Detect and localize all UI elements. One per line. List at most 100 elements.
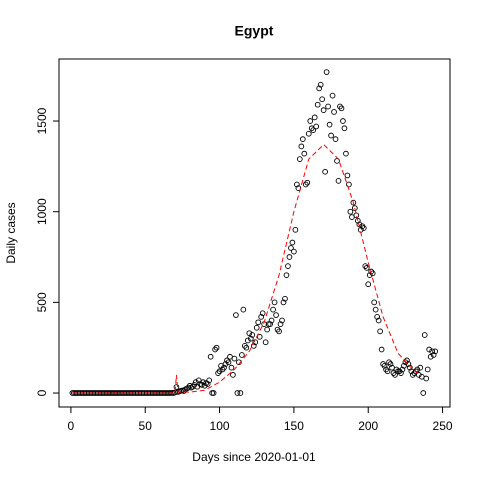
data-point: [420, 390, 427, 396]
data-point: [334, 158, 340, 164]
data-point: [344, 172, 351, 179]
data-point: [405, 361, 412, 367]
data-point: [247, 335, 254, 342]
data-point: [343, 150, 349, 157]
data-point: [432, 348, 438, 355]
data-point: [244, 337, 251, 344]
data-point: [375, 317, 382, 324]
data-point: [426, 346, 433, 353]
data-point: [282, 295, 288, 302]
data-point: [319, 96, 325, 103]
data-point: [407, 364, 413, 371]
data-point: [207, 353, 214, 360]
data-point: [240, 306, 247, 313]
data-point: [353, 212, 360, 219]
y-tick-label: 1500: [35, 107, 49, 134]
data-point: [243, 344, 250, 351]
data-point: [191, 382, 198, 388]
data-point: [421, 332, 428, 338]
data-point: [299, 136, 306, 143]
data-point: [363, 265, 370, 271]
data-point: [225, 359, 232, 366]
data-point: [423, 375, 430, 382]
data-point: [392, 372, 398, 378]
data-point: [252, 339, 259, 346]
data-point: [301, 150, 308, 157]
data-point: [289, 239, 296, 246]
data-point: [322, 168, 328, 175]
data-point: [326, 121, 333, 128]
chart-title: Egypt: [235, 23, 274, 39]
data-point: [249, 332, 256, 338]
data-point: [424, 366, 431, 373]
data-point: [360, 225, 367, 231]
data-point: [366, 272, 373, 279]
data-point: [259, 310, 266, 317]
data-point: [311, 114, 318, 121]
data-point: [239, 352, 245, 358]
data-point: [338, 105, 345, 112]
data-point: [258, 314, 265, 320]
data-point: [291, 248, 297, 255]
x-tick-label: 250: [433, 419, 453, 433]
data-point: [427, 353, 434, 360]
data-point: [213, 344, 220, 351]
data-point: [340, 118, 346, 124]
data-point: [276, 328, 282, 335]
data-point: [233, 312, 239, 318]
data-point: [298, 143, 305, 150]
data-point: [285, 263, 291, 269]
data-point: [323, 69, 330, 75]
data-point: [350, 199, 357, 206]
data-point: [286, 254, 293, 260]
data-point: [262, 339, 269, 346]
data-point: [310, 127, 317, 133]
y-tick-label: 500: [35, 292, 49, 312]
data-point: [237, 390, 244, 396]
data-point: [216, 368, 223, 375]
data-point: [384, 368, 391, 375]
data-point: [414, 366, 421, 373]
data-point: [296, 156, 303, 162]
y-axis-label: Daily cases: [4, 202, 18, 263]
data-point: [372, 306, 379, 313]
data-point: [332, 136, 339, 143]
y-tick-label: 1000: [35, 198, 49, 225]
data-point: [371, 299, 378, 306]
data-point: [267, 321, 273, 327]
data-point: [307, 118, 314, 124]
data-point: [210, 390, 217, 396]
data-point: [256, 333, 263, 340]
data-point: [320, 107, 327, 113]
data-point: [264, 326, 270, 333]
data-point: [294, 181, 300, 188]
data-point: [346, 181, 352, 188]
data-point: [268, 317, 275, 324]
data-point: [271, 299, 278, 306]
data-point: [273, 312, 279, 318]
data-point: [253, 324, 260, 331]
data-point: [201, 382, 208, 389]
data-point: [415, 372, 422, 378]
data-point: [305, 130, 312, 137]
x-tick-label: 100: [210, 419, 230, 433]
data-point: [292, 226, 299, 233]
data-point: [279, 317, 285, 324]
x-tick-label: 50: [139, 419, 153, 433]
data-point: [399, 366, 406, 373]
data-point: [277, 321, 284, 327]
data-point: [288, 245, 294, 251]
data-point: [228, 364, 235, 371]
data-point: [246, 330, 253, 337]
data-point: [374, 314, 381, 320]
data-point: [222, 361, 229, 367]
data-point: [377, 328, 383, 335]
data-point: [329, 92, 336, 99]
data-point: [381, 362, 388, 369]
x-tick-label: 200: [358, 419, 378, 433]
data-point: [365, 281, 372, 288]
data-point: [328, 132, 334, 139]
data-point: [378, 346, 385, 353]
data-point: [173, 384, 180, 390]
